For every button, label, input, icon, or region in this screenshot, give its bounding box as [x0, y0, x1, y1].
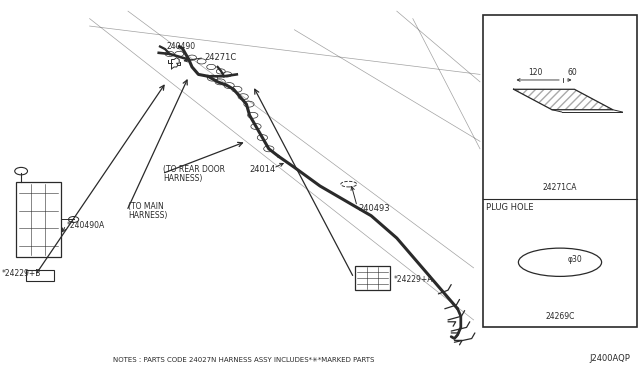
Text: φ30: φ30 [568, 255, 582, 264]
Text: NOTES : PARTS CODE 24027N HARNESS ASSY INCLUDES*✳*MARKED PARTS: NOTES : PARTS CODE 24027N HARNESS ASSY I… [113, 357, 374, 363]
Text: (TO REAR DOOR: (TO REAR DOOR [163, 165, 225, 174]
Text: 24269C: 24269C [545, 312, 575, 321]
Text: HARNESS): HARNESS) [128, 211, 168, 220]
Text: J2400AQP: J2400AQP [589, 354, 630, 363]
Text: 24271C: 24271C [205, 53, 237, 62]
Text: *240490A: *240490A [67, 221, 106, 230]
Bar [26, 270, 54, 281]
Text: 240493: 240493 [358, 204, 390, 213]
Text: PLUG HOLE: PLUG HOLE [486, 203, 534, 212]
Text: *24229+A: *24229+A [394, 275, 433, 284]
Text: 120: 120 [528, 68, 542, 77]
Bar [483, 15, 637, 327]
Text: (TO MAIN: (TO MAIN [128, 202, 164, 211]
Text: HARNESS): HARNESS) [163, 174, 203, 183]
Bar [16, 182, 61, 257]
Text: 240490: 240490 [166, 42, 196, 51]
Text: 60: 60 [567, 68, 577, 77]
Bar [355, 266, 390, 290]
Text: *24229+B: *24229+B [1, 269, 41, 278]
Text: 24014: 24014 [250, 165, 276, 174]
Text: 24271CA: 24271CA [543, 183, 577, 192]
